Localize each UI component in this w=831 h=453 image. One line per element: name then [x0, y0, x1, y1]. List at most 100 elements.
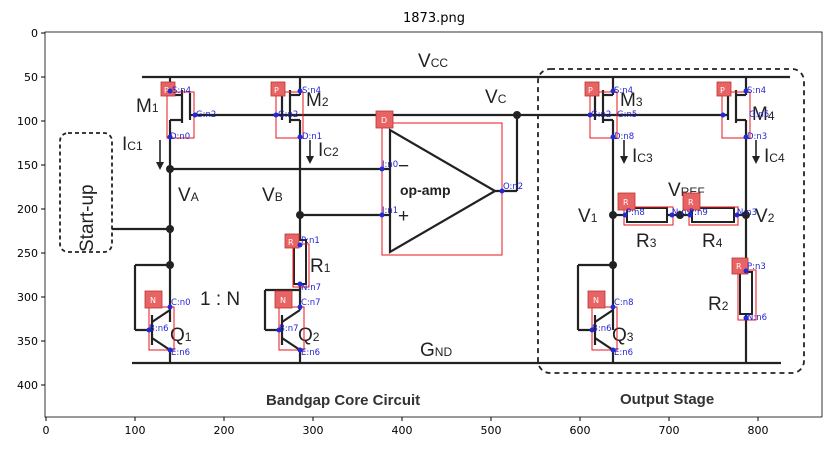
x-tick-label: 400: [392, 424, 413, 437]
x-tick-label: 600: [570, 424, 591, 437]
y-tick-label: 0: [31, 27, 38, 40]
badge-q1-text: N: [150, 296, 156, 305]
badge-r3: [617, 192, 636, 211]
y-tick-label: 100: [17, 115, 38, 128]
badge-r1-text: R: [288, 238, 294, 247]
x-tick-label: 200: [214, 424, 235, 437]
pin-label: B:n6: [592, 324, 612, 334]
y-tick-label: 200: [17, 203, 38, 216]
pin-label: S:n4: [172, 86, 191, 96]
m3-label: M3: [620, 90, 643, 111]
transistor-m3: [593, 77, 628, 330]
r1-label: R1: [310, 256, 331, 277]
pin-label: S:n4: [747, 86, 766, 96]
x-axis: 0 100 200 300 400 500 600 700 800: [43, 417, 769, 437]
badge-m2-text: P: [274, 86, 279, 95]
x-tick-label: 800: [748, 424, 769, 437]
pin-label: G:n5: [749, 110, 769, 120]
output-stage-box: [537, 68, 805, 374]
pin-label: G:n2: [196, 110, 216, 120]
y-tick-label: 350: [17, 335, 38, 348]
pin-label: G:n2: [278, 110, 298, 120]
vcc-label: VCC: [418, 51, 448, 72]
m4-label: M4: [752, 104, 775, 125]
badge-r4: [682, 192, 701, 211]
m2-label: M2: [306, 90, 329, 111]
pin-label: B:n6: [149, 324, 169, 334]
vb-label: VB: [262, 185, 283, 206]
pin-label: D:n0: [170, 132, 190, 142]
badge-q1: [144, 290, 163, 309]
v1-label: V1: [578, 206, 598, 227]
ratio-label: 1 : N: [200, 289, 240, 310]
opamp: [388, 115, 519, 254]
r3-label: R3: [636, 231, 657, 252]
vc-label: VC: [485, 87, 507, 108]
y-tick-label: 300: [17, 291, 38, 304]
transistor-m4: [726, 77, 760, 363]
badge-opamp: [375, 110, 394, 129]
v2-label: V2: [755, 206, 775, 227]
bandgap-circuit: VCC GND M1 IC1: [59, 51, 805, 409]
q3-label: Q3: [612, 325, 634, 346]
pin-label: S:n4: [614, 86, 633, 96]
q2-label: Q2: [298, 325, 320, 346]
pin-label: O:n2: [503, 182, 523, 192]
pin-label: I:n1: [382, 206, 398, 216]
badge-opamp-text: D: [381, 116, 387, 125]
core-caption: Bandgap Core Circuit: [266, 392, 420, 409]
x-tick-label: 100: [125, 424, 146, 437]
pin-label: N:n6: [747, 313, 767, 323]
r4-label: R4: [702, 231, 723, 252]
pin-label: P:n8: [626, 208, 645, 218]
x-tick-label: 0: [43, 424, 50, 437]
figure-title: 1873.png: [403, 11, 465, 26]
transistor-q1: [133, 229, 174, 363]
pin-label: S:n4: [302, 86, 321, 96]
va-label: VA: [178, 185, 199, 206]
pin-label: G:n5: [617, 110, 637, 120]
opamp-plus: +: [398, 206, 409, 227]
opamp-label: op-amp: [400, 182, 451, 198]
badge-m2: [270, 81, 286, 97]
badge-m4-text: P: [720, 86, 725, 95]
badge-q2: [274, 290, 293, 309]
y-axis: 0 50 100 150 200 250 300 350 400: [17, 27, 45, 392]
gnd-label: GND: [420, 340, 452, 361]
y-tick-label: 250: [17, 247, 38, 260]
y-tick-label: 400: [17, 379, 38, 392]
pin-label: N:n9: [672, 208, 692, 218]
ic3-label: IC3: [632, 146, 653, 167]
r2-label: R2: [708, 294, 729, 315]
pin-label: N:n7: [301, 283, 321, 293]
ic4-label: IC4: [764, 146, 785, 167]
x-tick-label: 300: [303, 424, 324, 437]
x-tick-label: 500: [481, 424, 502, 437]
y-tick-label: 50: [24, 71, 38, 84]
badge-m4: [716, 81, 732, 97]
ic2-label: IC2: [318, 140, 339, 161]
x-tick-label: 700: [659, 424, 680, 437]
pin-label: G:n2: [591, 110, 611, 120]
badge-r3-text: R: [623, 198, 629, 207]
resistor-r2: [739, 271, 753, 315]
badge-q3-text: N: [593, 296, 599, 305]
ic1-label: IC1: [122, 134, 143, 155]
startup-label: Start-up: [77, 184, 98, 252]
pin-label: E:n6: [614, 348, 633, 358]
badge-m1-text: P: [164, 86, 169, 95]
pin-label: N:n3: [737, 208, 757, 218]
badge-r2-text: R: [736, 262, 742, 271]
pin-label: P:n9: [689, 208, 708, 218]
badge-m3-text: P: [588, 86, 593, 95]
badge-m3: [584, 81, 600, 97]
badge-q2-text: N: [280, 296, 286, 305]
pin-label: C:n0: [171, 298, 191, 308]
pin-label: C:n7: [301, 298, 321, 308]
pin-label: C:n8: [614, 298, 634, 308]
pin-label: D:n3: [747, 132, 767, 142]
pin-label: I:n0: [382, 160, 398, 170]
pin-label: P:n3: [747, 262, 766, 272]
startup-box: [59, 132, 113, 253]
